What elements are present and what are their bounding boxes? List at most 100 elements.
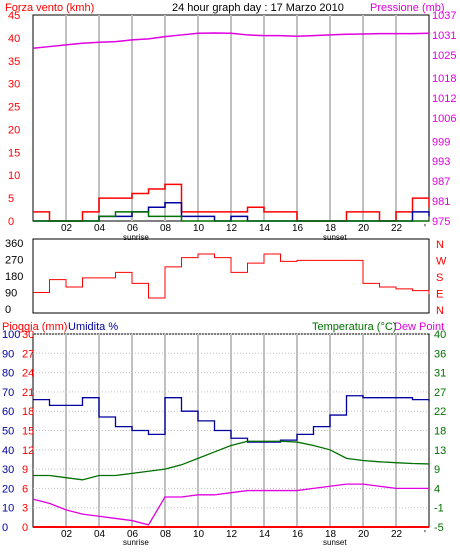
x-tick-label: 08 [160, 529, 172, 540]
wind-tick-label: 5 [8, 193, 14, 205]
humidity-tick-label: 80 [2, 368, 14, 380]
sunrise-label-top: sunrise [123, 233, 149, 242]
humidity-tick-label: 0 [2, 522, 8, 534]
pressure-tick-label: 1012 [432, 93, 456, 105]
temperature-tick-label: 22 [434, 406, 446, 418]
series-line-direction [33, 253, 430, 299]
rain-tick-label: 30 [22, 329, 34, 341]
dewpoint-axis-title: Dew Point [394, 321, 444, 333]
chart-title: 24 hour graph day : 17 Marzo 2010 [172, 2, 344, 14]
sunrise-label-bottom: sunrise [123, 538, 149, 547]
wind-tick-label: 30 [8, 79, 20, 91]
rain-tick-label: 18 [22, 406, 34, 418]
direction-letter: N [436, 305, 444, 317]
x-tick-label: 02 [61, 223, 73, 234]
x-tick-label: 12 [226, 223, 238, 234]
wind-tick-label: 35 [8, 56, 20, 68]
direction-tick-label: 0 [5, 304, 11, 316]
x-tick-label: 02 [61, 529, 73, 540]
rain-tick-label: 27 [22, 348, 34, 360]
x-tick-label: 04 [94, 529, 106, 540]
pressure-tick-label: 1006 [432, 113, 456, 125]
humidity-tick-label: 60 [2, 406, 14, 418]
pressure-tick-label: 1025 [432, 50, 456, 62]
rain-tick-label: 6 [22, 483, 28, 495]
direction-letter: E [436, 289, 443, 301]
humidity-tick-label: 10 [2, 503, 14, 515]
pressure-tick-label: 999 [432, 136, 450, 148]
x-tick-label: 10 [193, 529, 205, 540]
x-tick-label: 20 [358, 223, 370, 234]
wind-tick-label: 20 [8, 124, 20, 136]
series-line-temperatura-c- [33, 440, 430, 481]
wind-tick-label: 25 [8, 102, 20, 114]
series-line-pressione-mb- [32, 32, 430, 49]
rain-axis-title: Pioggia (mm) [2, 321, 67, 333]
temperature-tick-label: 40 [434, 329, 446, 341]
series-line-min [33, 211, 429, 222]
temperature-tick-label: 9 [434, 464, 440, 476]
pressure-tick-label: 975 [432, 216, 450, 228]
humidity-tick-label: 40 [2, 445, 14, 457]
series-line-dew-point [32, 483, 429, 526]
x-tick-label: ' [424, 529, 426, 540]
wind-tick-label: 45 [8, 10, 20, 22]
pressure-tick-label: 981 [432, 196, 450, 208]
direction-letter: W [436, 256, 447, 268]
wind-tick-label: 10 [8, 170, 20, 182]
rain-tick-label: 21 [22, 387, 34, 399]
rain-tick-label: 15 [22, 426, 34, 438]
x-tick-label: 22 [391, 223, 403, 234]
direction-letter: S [436, 272, 443, 284]
humidity-axis-title: Umidita % [68, 321, 118, 333]
rain-tick-label: 12 [22, 445, 34, 457]
pressure-tick-label: 1018 [432, 73, 456, 85]
wind-tick-label: 15 [8, 147, 20, 159]
temperature-tick-label: 18 [434, 426, 446, 438]
rain-tick-label: 24 [22, 368, 34, 380]
humidity-tick-label: 50 [2, 426, 14, 438]
direction-tick-label: 270 [5, 255, 23, 267]
pressure-tick-label: 993 [432, 156, 450, 168]
temperature-tick-label: 4 [434, 483, 440, 495]
sunset-label-bottom: sunset [323, 538, 347, 547]
wind-axis-title: Forza vento (kmh) [5, 2, 94, 14]
temperature-tick-label: -1 [434, 503, 444, 515]
x-tick-label: 06 [127, 529, 139, 540]
temperature-tick-label: -5 [434, 522, 444, 534]
direction-tick-label: 90 [5, 288, 17, 300]
sunset-label-top: sunset [323, 233, 347, 242]
temperature-tick-label: 36 [434, 348, 446, 360]
x-tick-label: 14 [259, 223, 271, 234]
wind-tick-label: 40 [8, 33, 20, 45]
temperature-tick-label: 27 [434, 387, 446, 399]
x-tick-label: 04 [94, 223, 106, 234]
panel-direction-frame [32, 238, 430, 314]
x-tick-label: 16 [292, 529, 304, 540]
pressure-tick-label: 1031 [432, 30, 456, 42]
x-tick-label: 18 [325, 223, 337, 234]
temperature-tick-label: 13 [434, 445, 446, 457]
rain-tick-label: 9 [22, 464, 28, 476]
humidity-tick-label: 70 [2, 387, 14, 399]
series-line-raffica [33, 183, 430, 222]
x-tick-label: 14 [259, 529, 271, 540]
x-tick-label: 08 [160, 223, 172, 234]
pressure-tick-label: 1037 [432, 10, 456, 22]
x-tick-label: 22 [391, 529, 403, 540]
direction-tick-label: 180 [5, 271, 23, 283]
direction-letter: N [436, 239, 444, 251]
temperature-tick-label: 31 [434, 368, 446, 380]
rain-tick-label: 3 [22, 503, 28, 515]
x-tick-label: 06 [127, 223, 139, 234]
wind-tick-label: 0 [8, 216, 14, 228]
x-tick-label: 12 [226, 529, 238, 540]
series-line-umidita- [33, 395, 430, 443]
x-tick-label: ' [424, 223, 426, 234]
humidity-tick-label: 100 [2, 329, 20, 341]
x-tick-label: 18 [325, 529, 337, 540]
humidity-tick-label: 30 [2, 464, 14, 476]
x-tick-label: 10 [193, 223, 205, 234]
x-tick-label: 20 [358, 529, 370, 540]
